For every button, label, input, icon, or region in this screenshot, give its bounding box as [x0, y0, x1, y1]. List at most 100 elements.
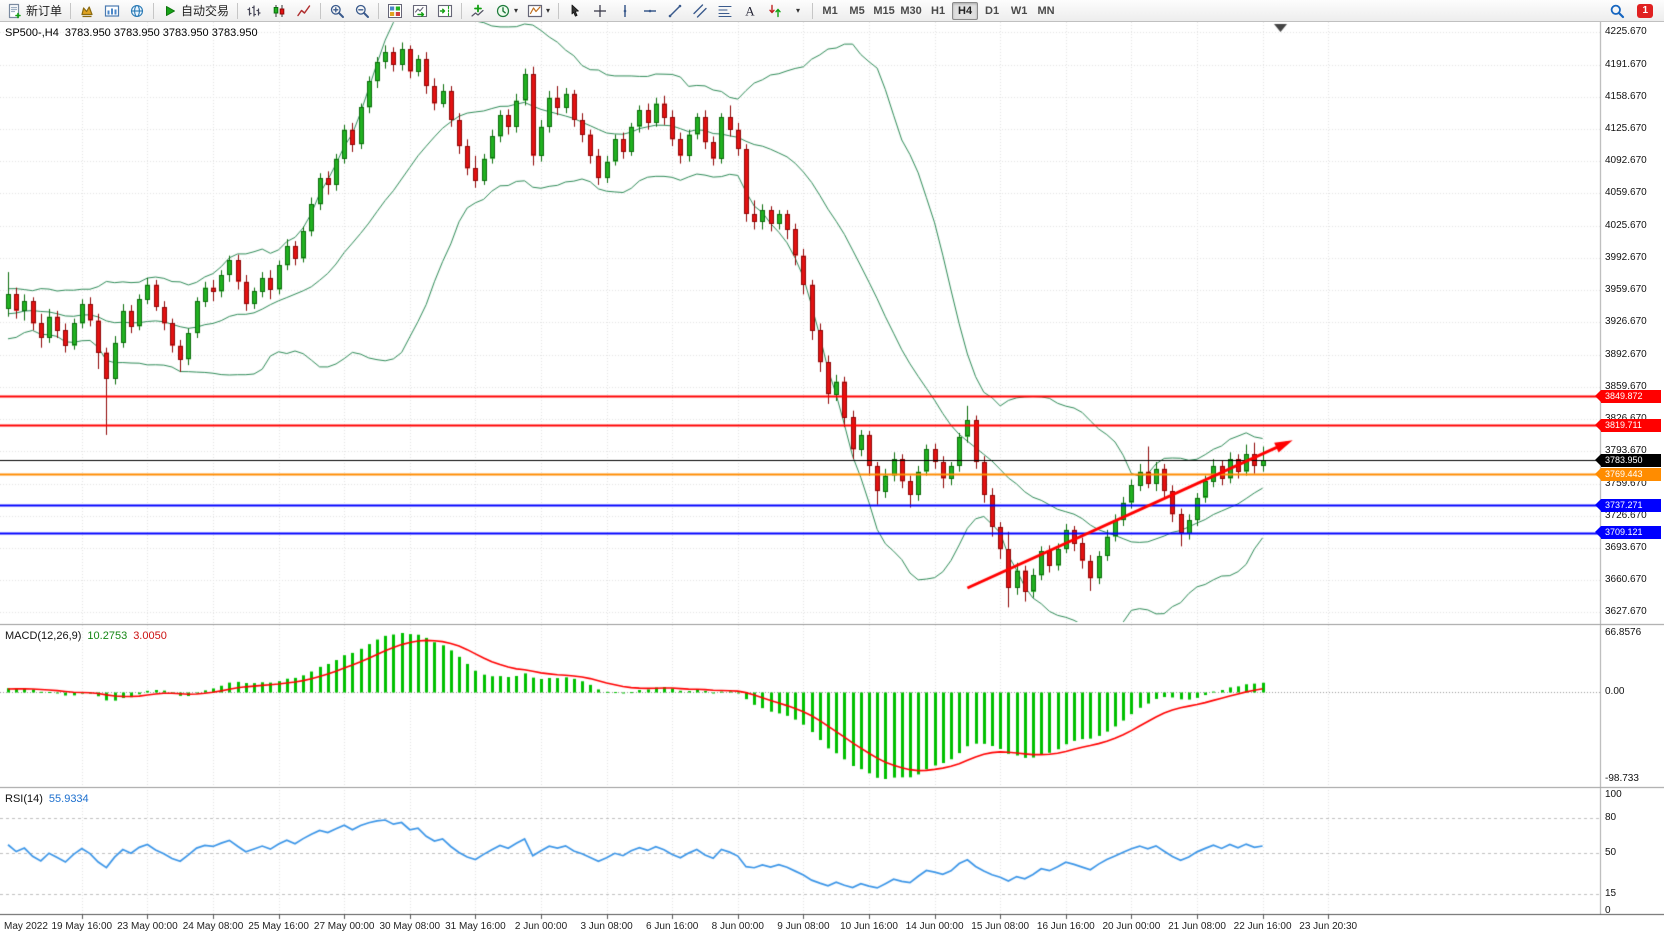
toolbar-separator [320, 2, 322, 19]
rsi-axis-label: 50 [1605, 847, 1617, 858]
zoom-in-button[interactable] [325, 1, 349, 21]
cursor-button[interactable] [563, 1, 587, 21]
rsi-axis-label: 80 [1605, 812, 1617, 824]
timeframe-m15-button[interactable]: M15 [871, 2, 897, 20]
bar-chart-button[interactable] [242, 1, 266, 21]
toolbar: 新订单 自动交易 [0, 0, 1664, 22]
price-axis-label: 4025.670 [1605, 219, 1647, 231]
auto-scroll-icon [412, 4, 428, 17]
price-axis-label: 3759.670 [1605, 477, 1647, 489]
candlestick-chart-button[interactable] [267, 1, 291, 21]
price-level-tag: 3709.121 [1595, 526, 1661, 540]
chart-profiles-button[interactable] [100, 1, 124, 21]
periods-button[interactable]: ▾ [491, 1, 522, 21]
price-axis-label: 3793.670 [1605, 444, 1647, 456]
templates-icon [527, 4, 543, 17]
arrows-button[interactable] [763, 1, 787, 21]
chart-area: SP500-,H4 3783.950 3783.950 3783.950 378… [0, 22, 1664, 945]
rsi-axis-label: 100 [1605, 789, 1622, 800]
autotrading-button[interactable]: 自动交易 [158, 1, 233, 21]
line-chart-button[interactable] [292, 1, 316, 21]
time-axis-label: 31 May 16:00 [445, 921, 506, 932]
time-axis-label: 15 Jun 08:00 [971, 921, 1030, 932]
time-axis-label: 9 Jun 08:00 [777, 921, 830, 932]
indicators-button[interactable] [466, 1, 490, 21]
new-order-button[interactable]: 新订单 [3, 1, 66, 21]
indicators-add-icon [471, 4, 484, 17]
timeframe-m1-button[interactable]: M1 [817, 2, 843, 20]
time-axis-label: May 2022 [4, 921, 48, 932]
toolbar-separator [153, 2, 155, 19]
timeframe-m5-button[interactable]: M5 [844, 2, 870, 20]
time-axis-label: 8 Jun 00:00 [711, 921, 764, 932]
templates-button[interactable]: ▾ [523, 1, 554, 21]
price-axis-label: 3826.670 [1605, 413, 1647, 424]
arrows-icon [769, 4, 781, 17]
macd-label: MACD(12,26,9) 10.2753 3.0050 [5, 630, 167, 642]
chart-shift-button[interactable] [433, 1, 457, 21]
toolbar-separator [812, 2, 814, 19]
price-level-tag: 3819.711 [1595, 418, 1661, 432]
price-axis-label: 4225.670 [1605, 26, 1647, 38]
time-axis-label: 6 Jun 16:00 [646, 921, 699, 932]
time-axis-label: 10 Jun 16:00 [840, 921, 898, 932]
toolbar-separator [237, 2, 239, 19]
auto-scroll-button[interactable] [408, 1, 432, 21]
price-axis-label: 4158.670 [1605, 91, 1647, 103]
expert-advisors-icon [81, 5, 93, 17]
metaeditor-button[interactable] [125, 1, 149, 21]
timeframe-h4-button[interactable]: H4 [952, 1, 979, 20]
vertical-line-button[interactable] [613, 1, 637, 21]
text-button[interactable]: A [738, 1, 762, 21]
zoom-out-button[interactable] [350, 1, 374, 21]
crosshair-button[interactable] [588, 1, 612, 21]
price-level-tag: 3737.271 [1595, 498, 1661, 512]
new-order-label: 新订单 [26, 4, 63, 18]
search-button[interactable] [1605, 1, 1629, 21]
timeframe-mn-button[interactable]: MN [1033, 2, 1059, 20]
macd-axis-label: -98.733 [1605, 773, 1639, 784]
dropdown-caret-icon: ▾ [514, 5, 519, 15]
toolbar-separator [70, 2, 72, 19]
time-axis-label: 25 May 16:00 [248, 921, 309, 932]
rsi-value: 55.9334 [48, 793, 89, 805]
rsi-axis-label: 0 [1605, 905, 1611, 916]
time-axis-label: 23 May 00:00 [117, 921, 178, 932]
svg-text:A: A [745, 3, 755, 18]
time-axis-label: 20 Jun 00:00 [1102, 921, 1161, 932]
horizontal-line-button[interactable] [638, 1, 662, 21]
trendline-icon [668, 4, 682, 17]
price-axis-label: 3992.670 [1605, 251, 1647, 263]
time-axis-label: 16 Jun 16:00 [1036, 921, 1095, 932]
price-chart-canvas[interactable] [0, 22, 1664, 945]
price-axis-label: 3859.670 [1605, 380, 1647, 392]
toolbar-separator [461, 2, 463, 19]
price-axis-label: 4125.670 [1605, 123, 1647, 135]
macd-axis-label: 0.00 [1605, 685, 1625, 697]
channel-icon [693, 3, 707, 18]
timeframe-m30-button[interactable]: M30 [898, 2, 924, 20]
tile-windows-button[interactable] [383, 1, 407, 21]
trendline-button[interactable] [663, 1, 687, 21]
timeframe-d1-button[interactable]: D1 [979, 2, 1005, 20]
objects-list-button[interactable]: ▾ [788, 1, 808, 21]
fibonacci-button[interactable] [713, 1, 737, 21]
price-axis-label: 3726.670 [1605, 509, 1647, 521]
zoom-in-icon [330, 4, 345, 18]
price-level-tag: 3849.872 [1595, 389, 1661, 403]
timeframe-w1-button[interactable]: W1 [1006, 2, 1032, 20]
expert-advisors-button[interactable] [75, 1, 99, 21]
tile-windows-icon [388, 3, 403, 18]
price-axis-label: 4191.670 [1605, 59, 1647, 71]
fibonacci-icon [718, 5, 732, 17]
time-axis-label: 14 Jun 00:00 [905, 921, 964, 932]
time-axis-label: 19 May 16:00 [51, 921, 113, 932]
price-axis-label: 3693.670 [1605, 541, 1647, 553]
autotrading-label: 自动交易 [181, 4, 230, 18]
notification-badge[interactable]: 1 [1637, 3, 1653, 18]
time-axis-label: 30 May 08:00 [379, 921, 441, 932]
channel-button[interactable] [688, 1, 712, 21]
macd-name: MACD(12,26,9) [5, 630, 82, 642]
price-axis-label: 3959.670 [1605, 283, 1647, 295]
timeframe-h1-button[interactable]: H1 [925, 2, 951, 20]
